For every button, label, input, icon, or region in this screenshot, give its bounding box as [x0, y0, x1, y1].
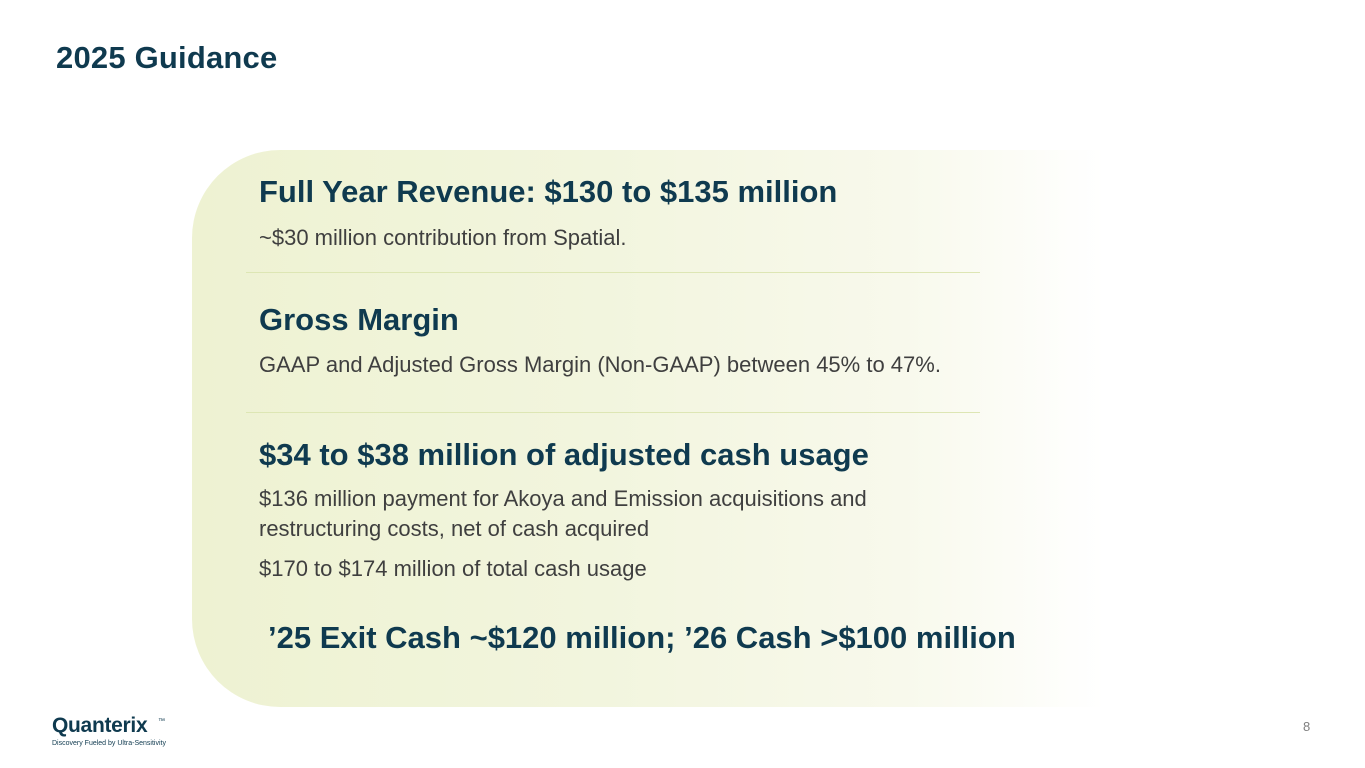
logo-tagline: Discovery Fueled by Ultra-Sensitivity: [52, 740, 166, 747]
slide-title: 2025 Guidance: [56, 40, 278, 75]
section-divider: [246, 272, 980, 273]
guidance-panel: [192, 150, 1104, 707]
section-divider: [246, 412, 980, 413]
company-logo: Quanterix ™ Discovery Fueled by Ultra-Se…: [52, 714, 212, 754]
total-cash-usage: $170 to $174 million of total cash usage: [259, 556, 647, 581]
cash-usage-detail-line-1: $136 million payment for Akoya and Emiss…: [259, 486, 867, 511]
cash-usage-detail-line-2: restructuring costs, net of cash acquire…: [259, 516, 650, 541]
logo-trademark: ™: [158, 718, 165, 725]
exit-cash-statement: ’25 Exit Cash ~$120 million; ’26 Cash >$…: [268, 620, 1016, 655]
page-number: 8: [1303, 719, 1311, 734]
gross-margin-detail: GAAP and Adjusted Gross Margin (Non-GAAP…: [259, 352, 941, 377]
logo-wordmark: Quanterix: [52, 714, 148, 737]
cash-usage-heading: $34 to $38 million of adjusted cash usag…: [259, 437, 869, 472]
gross-margin-heading: Gross Margin: [259, 302, 459, 337]
revenue-detail: ~$30 million contribution from Spatial.: [259, 225, 627, 250]
revenue-heading: Full Year Revenue: $130 to $135 million: [259, 174, 838, 209]
